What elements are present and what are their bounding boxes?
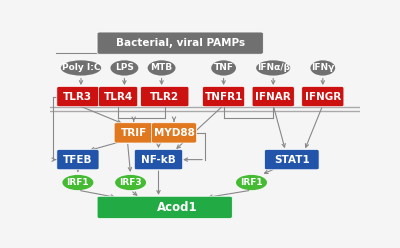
FancyBboxPatch shape <box>97 196 232 218</box>
FancyBboxPatch shape <box>302 87 344 107</box>
Text: IRF1: IRF1 <box>66 178 89 187</box>
Text: STAT1: STAT1 <box>274 155 310 165</box>
FancyBboxPatch shape <box>264 150 319 170</box>
FancyBboxPatch shape <box>114 123 153 143</box>
Ellipse shape <box>211 60 236 76</box>
Text: Bacterial, viral PAMPs: Bacterial, viral PAMPs <box>116 38 245 48</box>
Text: MYD88: MYD88 <box>154 128 194 138</box>
Text: TLR4: TLR4 <box>104 92 133 102</box>
FancyBboxPatch shape <box>252 87 294 107</box>
Text: IFNγ: IFNγ <box>311 63 334 72</box>
FancyBboxPatch shape <box>140 87 189 107</box>
Ellipse shape <box>61 60 101 76</box>
Text: TLR2: TLR2 <box>150 92 179 102</box>
FancyBboxPatch shape <box>134 150 183 170</box>
Text: TLR3: TLR3 <box>63 92 92 102</box>
Text: TFEB: TFEB <box>63 155 93 165</box>
Ellipse shape <box>110 60 138 76</box>
Text: NF-kB: NF-kB <box>141 155 176 165</box>
FancyBboxPatch shape <box>97 32 263 54</box>
FancyBboxPatch shape <box>57 150 99 170</box>
Text: LPS: LPS <box>115 63 134 72</box>
FancyBboxPatch shape <box>57 87 99 107</box>
Ellipse shape <box>256 60 290 76</box>
Text: TNF: TNF <box>214 63 234 72</box>
Text: IFNGR: IFNGR <box>305 92 341 102</box>
FancyBboxPatch shape <box>99 87 138 107</box>
Text: IRF1: IRF1 <box>240 178 263 187</box>
Text: Acod1: Acod1 <box>157 201 198 214</box>
Text: TNFR1: TNFR1 <box>204 92 243 102</box>
Text: IFNα/β: IFNα/β <box>257 63 290 72</box>
Text: IFNAR: IFNAR <box>255 92 291 102</box>
Ellipse shape <box>236 175 267 190</box>
Ellipse shape <box>115 175 146 190</box>
Ellipse shape <box>310 60 335 76</box>
Text: IRF3: IRF3 <box>119 178 142 187</box>
Text: TRIF: TRIF <box>120 128 147 138</box>
Ellipse shape <box>148 60 176 76</box>
FancyBboxPatch shape <box>202 87 245 107</box>
Text: MTB: MTB <box>150 63 173 72</box>
Ellipse shape <box>62 175 94 190</box>
Text: Poly I:C: Poly I:C <box>62 63 100 72</box>
FancyBboxPatch shape <box>151 123 197 143</box>
